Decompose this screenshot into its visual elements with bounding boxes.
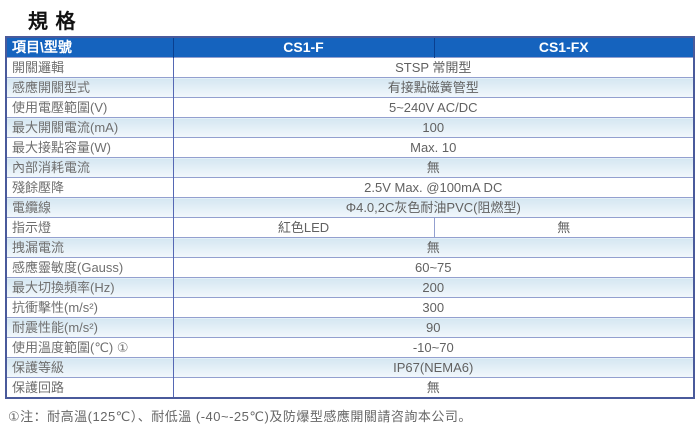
- table-row: 抗衝擊性(m/s²) 300: [6, 297, 694, 318]
- table-row: 感應開關型式 有接點磁簧管型: [6, 77, 694, 98]
- row-value: 2.5V Max. @100mA DC: [173, 177, 694, 198]
- row-value: 有接點磁簧管型: [173, 77, 694, 98]
- row-label: 感應靈敏度(Gauss): [6, 257, 174, 278]
- page-title: 規 格: [28, 11, 77, 33]
- table-row: 使用電壓範圍(V) 5~240V AC/DC: [6, 97, 694, 118]
- row-label: 電纜線: [6, 197, 174, 218]
- row-value: Max. 10: [173, 137, 694, 158]
- row-label: 使用溫度範圍(℃) ①: [6, 337, 174, 358]
- row-label: 耐震性能(m/s²): [6, 317, 174, 338]
- header-cell-item: 項目\型號: [6, 37, 174, 58]
- table-row: 感應靈敏度(Gauss) 60~75: [6, 257, 694, 278]
- row-value: 100: [173, 117, 694, 138]
- row-value: -10~70: [173, 337, 694, 358]
- row-label: 內部消耗電流: [6, 157, 174, 178]
- row-value: Φ4.0,2C灰色耐油PVC(阻燃型): [173, 197, 694, 218]
- spec-table-body: 開關邏輯 STSP 常開型 感應開關型式 有接點磁簧管型 使用電壓範圍(V) 5~240V…: [6, 57, 694, 398]
- row-label: 抗衝擊性(m/s²): [6, 297, 174, 318]
- row-label: 保護等級: [6, 357, 174, 378]
- row-value: IP67(NEMA6): [173, 357, 694, 378]
- row-value: 5~240V AC/DC: [173, 97, 694, 118]
- row-label: 最大接點容量(W): [6, 137, 174, 158]
- spec-table: 項目\型號 CS1-F CS1-FX 開關邏輯 STSP 常開型 感應開關型式 有接點…: [5, 36, 695, 399]
- row-label: 感應開關型式: [6, 77, 174, 98]
- table-header-row: 項目\型號 CS1-F CS1-FX: [6, 37, 694, 58]
- table-row: 拽漏電流無: [6, 237, 694, 258]
- header-cell-cs1f: CS1-F: [173, 37, 434, 58]
- row-value: 90: [173, 317, 694, 338]
- row-value: 無: [433, 217, 694, 238]
- header-cell-cs1fx: CS1-FX: [433, 37, 694, 58]
- row-label: 拽漏電流: [6, 237, 174, 258]
- row-label: 保護回路: [6, 377, 174, 398]
- row-value: 60~75: [173, 257, 694, 278]
- row-label: 最大開關電流(mA): [6, 117, 174, 138]
- row-label: 最大切換頻率(Hz): [6, 277, 174, 298]
- table-row: 保護等級 IP67(NEMA6): [6, 357, 694, 378]
- row-label: 殘餘壓降: [6, 177, 174, 198]
- table-row: 保護回路無: [6, 377, 694, 398]
- table-row: 殘餘壓降 2.5V Max. @100mA DC: [6, 177, 694, 198]
- table-row: 電纜線 Φ4.0,2C灰色耐油PVC(阻燃型): [6, 197, 694, 218]
- table-row: 最大切換頻率(Hz) 200: [6, 277, 694, 298]
- row-value: STSP 常開型: [173, 57, 694, 78]
- table-row: 指示燈 紅色LED 無: [6, 217, 694, 238]
- row-value: 紅色LED: [173, 217, 434, 238]
- table-row: 耐震性能(m/s²) 90: [6, 317, 694, 338]
- row-value: 無: [173, 377, 694, 398]
- table-row: 使用溫度範圍(℃) ① -10~70: [6, 337, 694, 358]
- row-value: 無: [173, 157, 694, 178]
- row-label: 使用電壓範圍(V): [6, 97, 174, 118]
- footnote: ①注：耐高溫(125℃）、耐低溫 (-40~-25℃)及防爆型感應開關請咨詢本公…: [8, 409, 472, 424]
- row-value: 200: [173, 277, 694, 298]
- row-label: 指示燈: [6, 217, 174, 238]
- row-label: 開關邏輯: [6, 57, 174, 78]
- table-row: 最大開關電流(mA) 100: [6, 117, 694, 138]
- table-row: 最大接點容量(W) Max. 10: [6, 137, 694, 158]
- table-row: 內部消耗電流無: [6, 157, 694, 178]
- row-value: 無: [173, 237, 694, 258]
- table-row: 開關邏輯 STSP 常開型: [6, 57, 694, 78]
- row-value: 300: [173, 297, 694, 318]
